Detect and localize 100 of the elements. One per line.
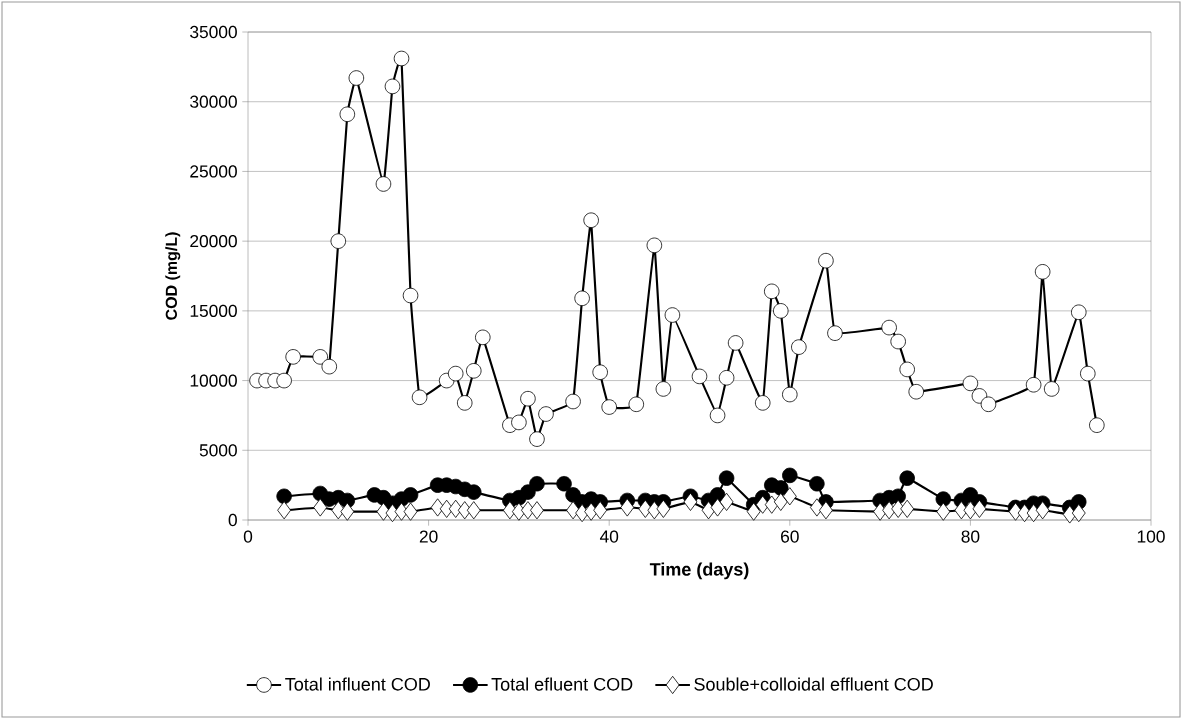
legend-label: Souble+colloidal effluent COD — [694, 677, 933, 691]
point — [529, 431, 545, 447]
y-tick-label: 35000 — [190, 25, 237, 39]
point — [819, 501, 833, 520]
point — [646, 237, 663, 254]
point — [511, 414, 527, 431]
point — [1043, 381, 1060, 397]
point — [402, 487, 419, 503]
x-tick-label: 40 — [599, 530, 619, 543]
legend-label: Total influent COD — [285, 677, 430, 691]
point — [754, 395, 771, 411]
y-tick-label: 25000 — [190, 165, 237, 178]
point — [719, 492, 734, 511]
y-axis-title: COD (mg/L) — [165, 232, 181, 320]
point — [827, 325, 843, 341]
point — [718, 470, 735, 486]
y-tick-label: 30000 — [190, 95, 237, 108]
x-tick-label: 80 — [961, 530, 980, 543]
point — [881, 319, 897, 336]
y-tick-label: 15000 — [190, 304, 237, 317]
point — [791, 339, 807, 355]
point — [899, 470, 915, 486]
point — [456, 395, 473, 411]
point — [330, 233, 347, 249]
point — [782, 386, 798, 403]
point — [312, 349, 328, 365]
point — [908, 384, 924, 400]
point — [972, 499, 987, 518]
point — [1080, 365, 1096, 382]
point — [402, 287, 419, 304]
point — [655, 381, 672, 397]
point — [1089, 417, 1105, 433]
point — [620, 498, 635, 517]
legend-label: Total efluent COD — [491, 677, 633, 691]
x-tick-label: 100 — [1137, 530, 1165, 543]
point — [520, 390, 536, 407]
point — [936, 502, 951, 521]
point — [601, 399, 617, 415]
point — [764, 283, 780, 300]
point — [962, 375, 979, 392]
point — [411, 389, 428, 406]
y-tick-label: 5000 — [199, 444, 237, 457]
x-tick-label: 60 — [781, 530, 799, 543]
point — [529, 476, 545, 492]
point — [574, 290, 590, 307]
point — [466, 363, 482, 379]
point — [475, 329, 491, 346]
point — [691, 368, 708, 385]
point — [664, 307, 681, 323]
point — [727, 335, 744, 351]
point — [746, 502, 761, 521]
point — [773, 492, 788, 511]
point — [276, 488, 292, 505]
point — [466, 501, 481, 520]
point — [890, 333, 906, 350]
x-tick-label: 0 — [243, 530, 253, 543]
point — [583, 212, 599, 228]
point — [593, 501, 608, 520]
point — [393, 50, 410, 67]
point — [899, 361, 915, 378]
point — [1071, 304, 1087, 320]
point — [375, 176, 392, 192]
point — [1034, 264, 1051, 280]
point — [900, 499, 915, 518]
point — [935, 491, 952, 507]
point — [709, 407, 726, 424]
point — [656, 499, 671, 518]
y-tick-label: 10000 — [190, 374, 237, 387]
point — [277, 501, 292, 520]
point — [384, 78, 401, 95]
point — [313, 498, 328, 517]
point — [520, 484, 536, 500]
point — [1025, 377, 1042, 393]
point — [556, 476, 572, 492]
y-tick-label: 0 — [228, 513, 237, 527]
point — [321, 358, 338, 375]
point — [764, 495, 779, 514]
point — [809, 476, 825, 492]
point — [971, 388, 988, 404]
point — [348, 70, 365, 86]
point — [980, 396, 997, 413]
point — [818, 252, 834, 269]
point — [592, 364, 608, 380]
point — [773, 303, 789, 319]
point — [340, 502, 355, 521]
point — [565, 393, 581, 410]
point — [276, 372, 292, 389]
point — [773, 480, 789, 496]
point — [1026, 503, 1041, 523]
x-axis-title: Time (days) — [649, 562, 749, 580]
x-tick-label: 20 — [419, 530, 438, 543]
point — [530, 501, 544, 520]
point — [710, 498, 725, 517]
y-tick-label: 20000 — [190, 235, 237, 248]
point — [1071, 503, 1086, 523]
point — [782, 467, 798, 484]
point — [447, 365, 464, 382]
point — [890, 488, 906, 505]
point — [466, 484, 482, 500]
point — [538, 406, 554, 422]
